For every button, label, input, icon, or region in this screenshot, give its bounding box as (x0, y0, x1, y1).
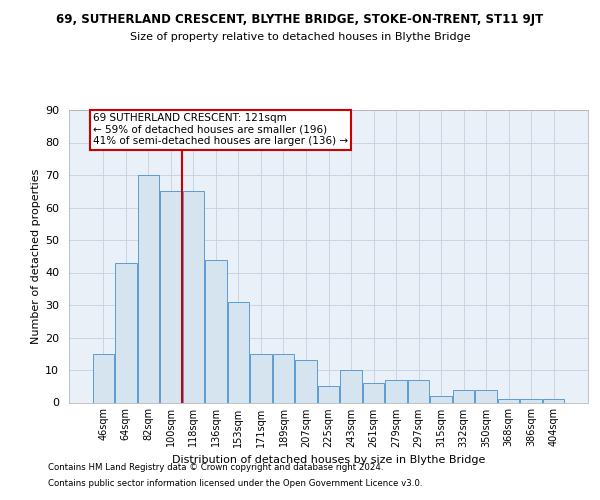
Text: Contains public sector information licensed under the Open Government Licence v3: Contains public sector information licen… (48, 478, 422, 488)
Text: Contains HM Land Registry data © Crown copyright and database right 2024.: Contains HM Land Registry data © Crown c… (48, 464, 383, 472)
Text: Size of property relative to detached houses in Blythe Bridge: Size of property relative to detached ho… (130, 32, 470, 42)
Bar (543, 399, 565, 402)
Bar (453, 390, 475, 402)
Bar (205, 260, 227, 402)
Bar (160, 191, 182, 402)
Bar (228, 302, 249, 402)
Bar (520, 399, 542, 402)
Bar (385, 380, 407, 402)
Bar (92, 354, 114, 403)
Text: 69 SUTHERLAND CRESCENT: 121sqm
← 59% of detached houses are smaller (196)
41% of: 69 SUTHERLAND CRESCENT: 121sqm ← 59% of … (93, 114, 348, 146)
Bar (182, 191, 204, 402)
Bar (340, 370, 362, 402)
Y-axis label: Number of detached properties: Number of detached properties (31, 168, 41, 344)
X-axis label: Distribution of detached houses by size in Blythe Bridge: Distribution of detached houses by size … (172, 455, 485, 465)
Bar (295, 360, 317, 403)
Bar (115, 263, 137, 402)
Bar (250, 354, 272, 403)
Bar (318, 386, 339, 402)
Bar (475, 390, 497, 402)
Bar (430, 396, 452, 402)
Bar (137, 175, 159, 402)
Bar (408, 380, 429, 402)
Bar (498, 399, 520, 402)
Text: 69, SUTHERLAND CRESCENT, BLYTHE BRIDGE, STOKE-ON-TRENT, ST11 9JT: 69, SUTHERLAND CRESCENT, BLYTHE BRIDGE, … (56, 12, 544, 26)
Bar (363, 383, 384, 402)
Bar (273, 354, 294, 403)
